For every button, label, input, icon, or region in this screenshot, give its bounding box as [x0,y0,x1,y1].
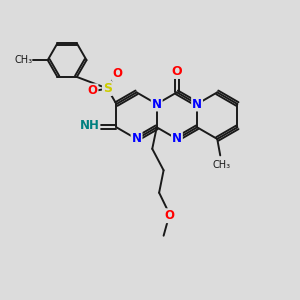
Text: O: O [112,67,122,80]
Text: O: O [172,65,182,78]
Text: N: N [152,98,162,110]
Text: CH₃: CH₃ [14,55,32,65]
Text: CH₃: CH₃ [212,160,230,170]
Text: NH: NH [80,119,100,132]
Text: O: O [88,84,98,98]
Text: S: S [103,82,112,95]
Text: O: O [165,209,175,222]
Text: N: N [132,133,142,146]
Text: N: N [192,98,202,110]
Text: N: N [172,133,182,146]
